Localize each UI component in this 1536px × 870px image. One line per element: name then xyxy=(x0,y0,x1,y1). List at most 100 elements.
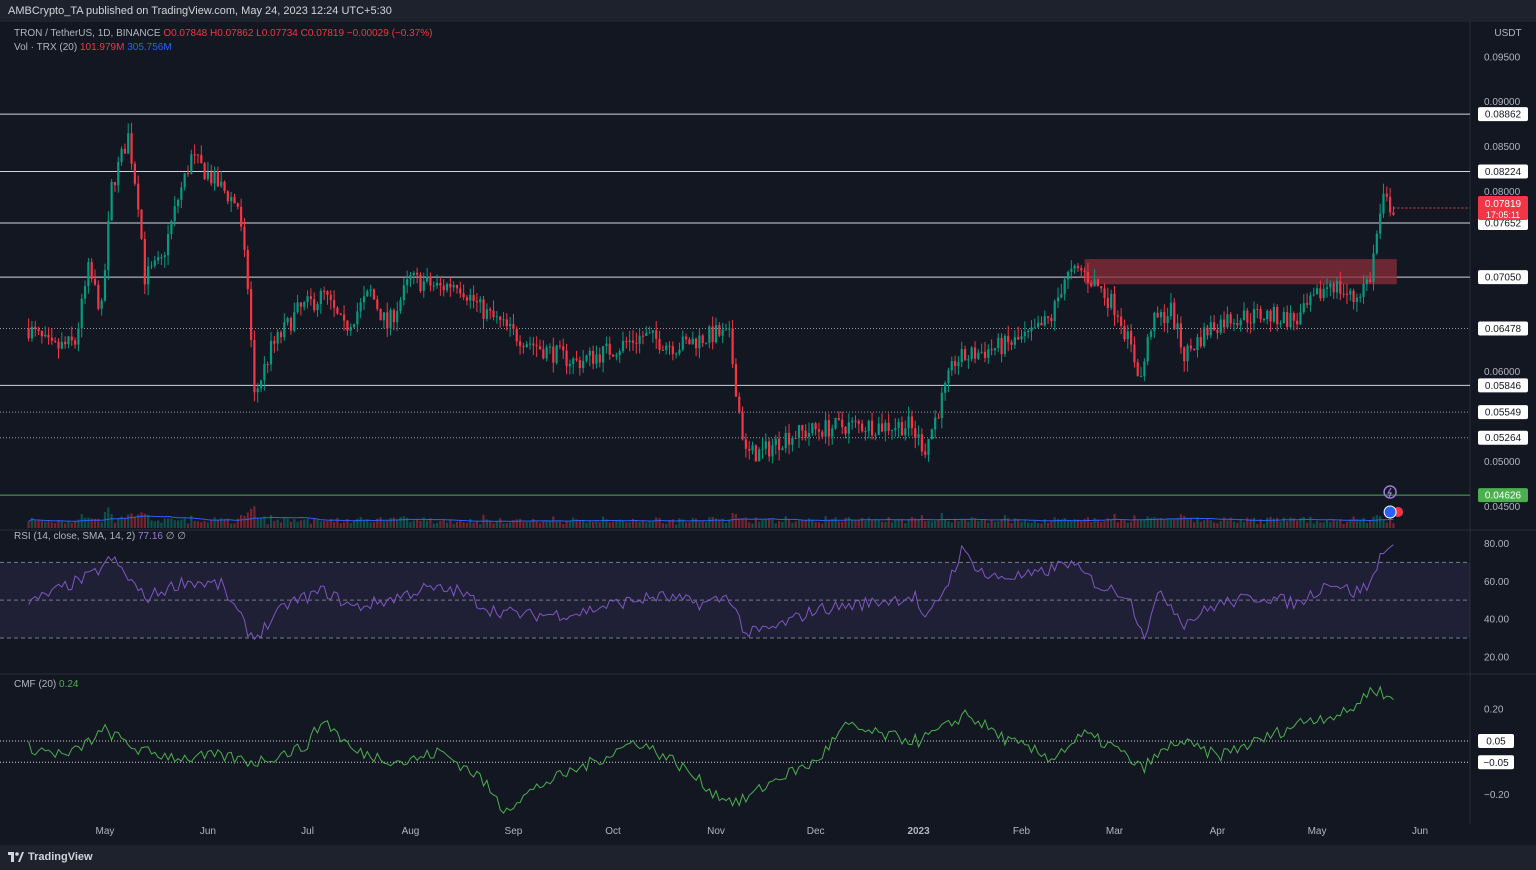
volume-bar xyxy=(817,522,821,528)
candle-body xyxy=(1305,303,1309,305)
volume-bar xyxy=(223,519,226,528)
volume-bar xyxy=(1289,517,1292,528)
candle-body xyxy=(1020,336,1023,340)
volume-bar xyxy=(605,519,608,528)
volume-bar xyxy=(1365,522,1368,528)
candle-body xyxy=(1193,348,1196,351)
volume-bar xyxy=(947,521,950,528)
candle-body xyxy=(1335,281,1339,293)
volume-bar xyxy=(861,518,864,528)
volume-bar xyxy=(794,521,797,528)
volume-bar xyxy=(313,518,316,528)
volume-bar xyxy=(528,521,532,528)
candle-body xyxy=(648,332,651,334)
candle-body xyxy=(601,346,605,363)
candle-body xyxy=(233,197,236,204)
volume-legend: Vol · TRX (20) 101.979M 305.756M xyxy=(14,42,172,53)
candle-body xyxy=(734,364,738,397)
candle-body xyxy=(731,328,734,365)
candle-body xyxy=(289,317,293,331)
volume-bar xyxy=(1312,523,1315,528)
volume-bar xyxy=(1262,523,1266,528)
volume-bar xyxy=(1113,513,1116,528)
level-label-box xyxy=(1478,164,1528,179)
candle-body xyxy=(821,431,824,437)
candle-body xyxy=(230,197,233,202)
price-chart[interactable]: USDT 0.09500 0.09000 0.08500 0.08000 0.06000 0… xyxy=(0,22,1536,845)
candle-body xyxy=(841,419,844,428)
volume-bar xyxy=(1213,522,1216,528)
volume-bar xyxy=(57,519,60,528)
volume-bar xyxy=(1379,516,1382,528)
volume-bar xyxy=(509,522,512,528)
volume-bar xyxy=(442,520,445,528)
volume-bar xyxy=(512,520,515,528)
candle-body xyxy=(870,420,874,436)
volume-bar xyxy=(515,519,518,528)
candle-body xyxy=(635,342,638,344)
candle-body xyxy=(847,422,850,434)
candle-body xyxy=(269,340,273,365)
volume-bar xyxy=(1007,518,1010,528)
volume-bar xyxy=(1139,519,1143,528)
candle-body xyxy=(1222,319,1226,328)
candle-body xyxy=(718,325,721,336)
candle-body xyxy=(333,300,336,308)
volume-bar xyxy=(970,517,973,528)
volume-bar xyxy=(432,523,435,528)
volume-bar xyxy=(230,523,233,528)
candle-body xyxy=(538,346,542,350)
volume-bar xyxy=(761,519,764,528)
rsi-label: RSI (14, close, SMA, 14, 2) xyxy=(14,531,136,542)
volume-bar xyxy=(1216,523,1219,528)
volume-bar xyxy=(538,522,542,528)
volume-bar xyxy=(990,520,993,528)
candle-body xyxy=(1349,290,1352,295)
volume-bar xyxy=(150,520,153,528)
candle-body xyxy=(621,340,625,352)
volume-bar xyxy=(1189,518,1192,528)
volume-bar xyxy=(419,520,422,528)
candle-body xyxy=(505,319,508,327)
candle-body xyxy=(1017,337,1020,340)
candle-body xyxy=(1129,331,1133,345)
volume-bar xyxy=(880,521,884,528)
candle-body xyxy=(1110,293,1113,309)
volume-bar xyxy=(714,518,718,528)
candle-body xyxy=(937,417,940,419)
volume-bar xyxy=(1342,523,1345,528)
volume-bar xyxy=(1299,517,1302,528)
candle-body xyxy=(1037,322,1040,328)
candle-body xyxy=(851,420,854,423)
candle-body xyxy=(30,326,34,339)
candle-body xyxy=(877,423,880,435)
volume-bar xyxy=(240,515,243,528)
x-tick-label: Feb xyxy=(1013,826,1031,837)
volume-bar xyxy=(608,522,611,528)
volume-bar xyxy=(582,519,585,528)
volume-bar xyxy=(379,517,382,528)
candle-body xyxy=(1339,281,1342,294)
volume-bar xyxy=(611,521,615,528)
volume-bar xyxy=(97,518,100,528)
candle-body xyxy=(303,302,306,307)
volume-bar xyxy=(1106,518,1109,528)
volume-bar xyxy=(758,521,761,528)
candle-body xyxy=(329,294,332,301)
volume-bar xyxy=(276,519,279,528)
volume-bar xyxy=(226,518,229,528)
volume-bar xyxy=(1329,522,1332,528)
volume-bar xyxy=(1322,522,1325,528)
lightning-icon xyxy=(1383,485,1397,499)
volume-bar xyxy=(977,521,980,528)
candle-body xyxy=(1249,322,1252,324)
candle-body xyxy=(1046,316,1050,318)
volume-bar xyxy=(1252,517,1256,528)
volume-bar xyxy=(190,515,193,528)
candle-body xyxy=(1010,342,1013,345)
candle-body xyxy=(944,382,947,393)
candle-body xyxy=(1322,288,1325,299)
volume-bar xyxy=(359,516,362,528)
candle-body xyxy=(947,370,950,383)
candle-body xyxy=(708,326,711,343)
